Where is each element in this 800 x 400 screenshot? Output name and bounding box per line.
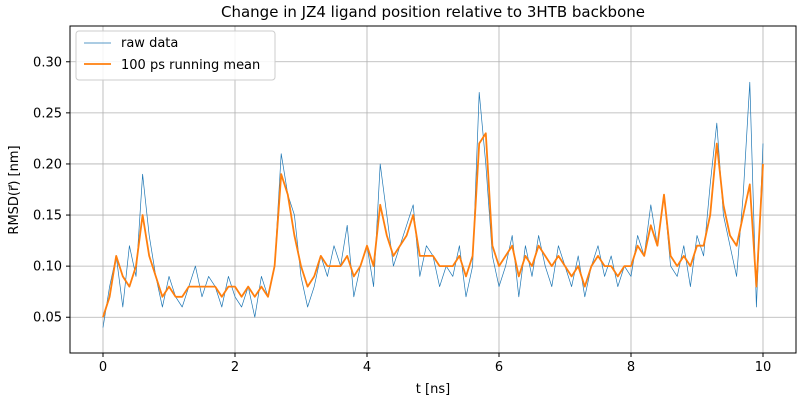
x-tick-label: 0: [99, 360, 107, 375]
y-tick-label: 0.15: [33, 209, 62, 224]
y-axis-label: RMSD(r⃗) [nm]: [7, 145, 22, 234]
y-tick-label: 0.05: [33, 311, 62, 326]
y-tick-label: 0.25: [33, 106, 62, 121]
ticks: 0 2 4 6 8 10 0.05 0.10 0.15 0.20 0.25 0.30: [33, 55, 771, 375]
legend-label-raw: raw data: [121, 36, 178, 51]
x-tick-label: 6: [495, 360, 503, 375]
y-tick-label: 0.30: [33, 55, 62, 70]
legend-box: [75, 30, 276, 81]
y-tick-label: 0.20: [33, 157, 62, 172]
x-tick-label: 4: [363, 360, 371, 375]
series-layer: [102, 81, 764, 328]
x-axis-label: t [ns]: [416, 382, 450, 397]
legend: raw data 100 ps running mean: [75, 30, 276, 81]
legend-label-mean: 100 ps running mean: [121, 58, 260, 73]
x-tick-label: 10: [755, 360, 772, 375]
x-tick-label: 2: [231, 360, 239, 375]
x-tick-label: 8: [627, 360, 635, 375]
series-running-mean-line: [102, 132, 764, 318]
chart-title: Change in JZ4 ligand position relative t…: [221, 3, 645, 21]
grid: [70, 26, 796, 353]
plot-frame: [69, 25, 797, 354]
y-tick-label: 0.10: [33, 260, 62, 275]
